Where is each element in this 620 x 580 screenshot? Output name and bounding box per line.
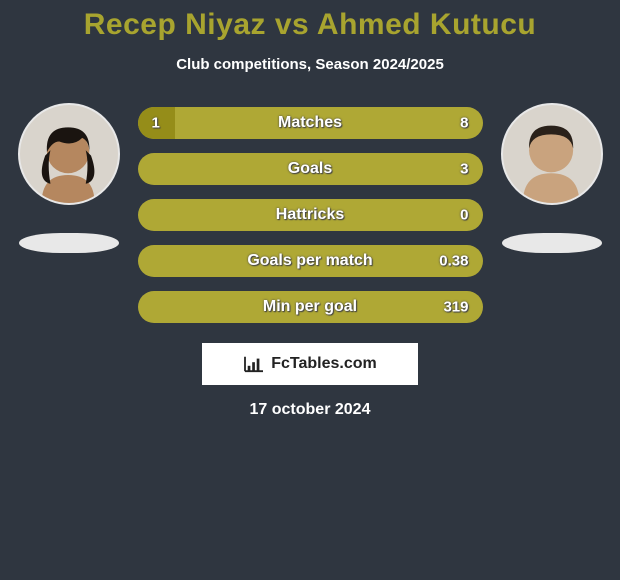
stat-label: Goals: [288, 160, 332, 178]
page-title: Recep Niyaz vs Ahmed Kutucu: [0, 8, 620, 42]
stats-column: 1 Matches 8 Goals 3 Hattricks 0 Goals per match…: [138, 103, 483, 323]
stat-bar-goals-per-match: Goals per match 0.38: [138, 245, 483, 277]
player-left-shadow: [19, 233, 119, 253]
stat-right-value: 8: [460, 115, 468, 132]
stat-bar-hattricks: Hattricks 0: [138, 199, 483, 231]
stat-right-value: 319: [443, 299, 468, 316]
stat-label: Goals per match: [247, 252, 372, 270]
player-left-column: [18, 103, 120, 253]
branding-badge[interactable]: FcTables.com: [202, 343, 418, 385]
stat-right-value: 0.38: [439, 253, 468, 270]
stat-bar-goals: Goals 3: [138, 153, 483, 185]
player-right-avatar: [501, 103, 603, 205]
player-right-column: [501, 103, 603, 253]
stat-bar-matches: 1 Matches 8: [138, 107, 483, 139]
player-right-shadow: [502, 233, 602, 253]
person-icon: [24, 115, 112, 203]
stat-right-value: 0: [460, 207, 468, 224]
stat-right-value: 3: [460, 161, 468, 178]
stat-label: Matches: [278, 114, 342, 132]
stat-label: Min per goal: [263, 298, 357, 316]
subtitle: Club competitions, Season 2024/2025: [0, 56, 620, 73]
branding-text: FcTables.com: [271, 355, 377, 373]
stat-bar-min-per-goal: Min per goal 319: [138, 291, 483, 323]
chart-icon: [243, 355, 265, 373]
main-row: 1 Matches 8 Goals 3 Hattricks 0 Goals per match…: [0, 103, 620, 323]
date-text: 17 october 2024: [0, 401, 620, 419]
person-icon: [507, 115, 595, 203]
stat-left-value: 1: [152, 115, 160, 132]
comparison-card: Recep Niyaz vs Ahmed Kutucu Club competi…: [0, 0, 620, 419]
player-left-avatar: [18, 103, 120, 205]
stat-label: Hattricks: [276, 206, 344, 224]
